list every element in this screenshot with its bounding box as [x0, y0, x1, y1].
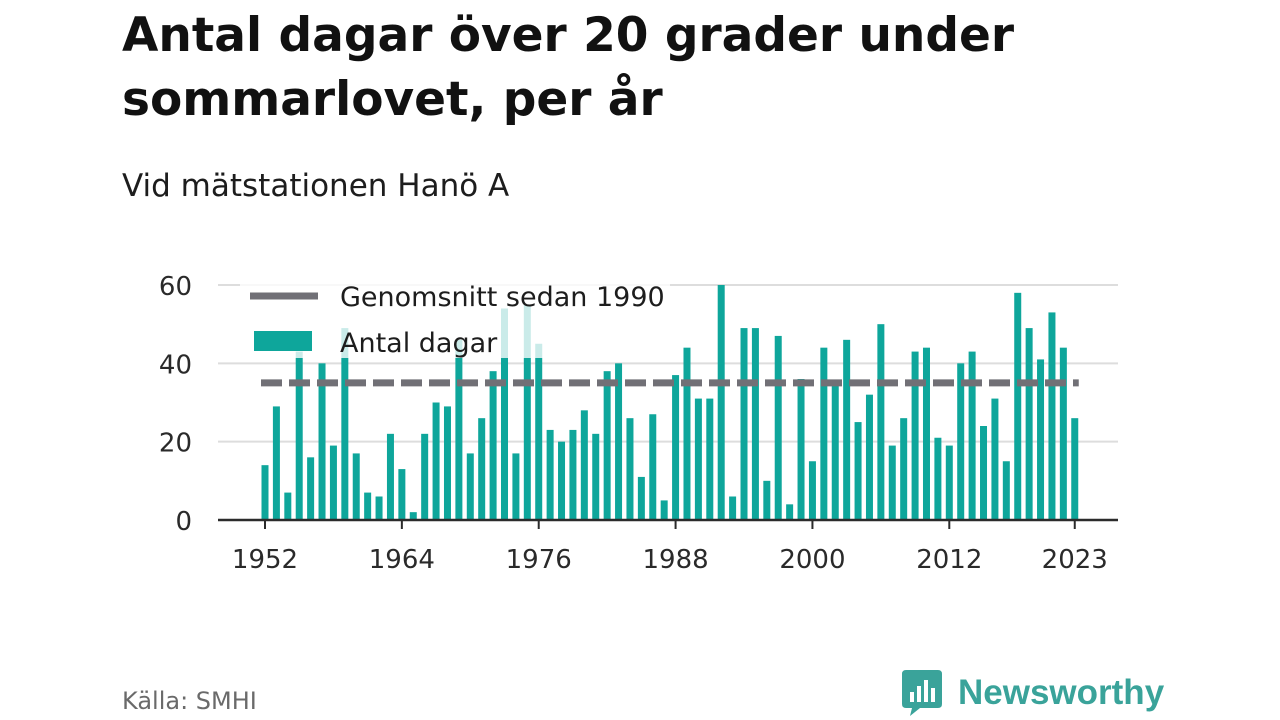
bar	[911, 351, 919, 520]
bar	[466, 453, 474, 520]
bar	[945, 445, 953, 520]
y-tick-label: 20	[159, 429, 192, 459]
bar	[364, 492, 372, 520]
bar	[1048, 312, 1056, 520]
bar	[1071, 418, 1079, 520]
bar	[774, 335, 782, 520]
bar	[660, 500, 668, 520]
y-tick-label: 60	[159, 272, 192, 302]
bar	[432, 402, 440, 520]
bar	[706, 398, 714, 520]
bar	[284, 492, 292, 520]
brand-logo: Newsworthy	[900, 666, 1164, 720]
x-tick-label: 1964	[369, 545, 435, 575]
bar	[307, 457, 315, 520]
bar	[261, 465, 269, 520]
x-tick-label: 2000	[779, 545, 845, 575]
bar	[615, 363, 623, 520]
bar	[386, 433, 394, 520]
bar	[751, 328, 759, 520]
bar	[489, 371, 497, 520]
bar	[409, 512, 417, 520]
chart-subtitle: Vid mätstationen Hanö A	[122, 168, 510, 204]
bar	[1025, 328, 1033, 520]
legend-label-bars: Antal dagar	[340, 328, 498, 359]
bar	[694, 398, 702, 520]
bar	[421, 433, 429, 520]
bar	[1059, 347, 1067, 520]
bar	[922, 347, 930, 520]
y-tick-label: 0	[175, 507, 192, 537]
bar	[272, 406, 280, 520]
bar	[455, 339, 463, 520]
bar	[375, 496, 383, 520]
bar	[535, 343, 543, 520]
brand-name: Newsworthy	[958, 673, 1165, 712]
bar	[991, 398, 999, 520]
bar	[740, 328, 748, 520]
bar	[877, 324, 885, 520]
x-tick-label: 2012	[916, 545, 982, 575]
bar	[592, 433, 600, 520]
bar	[808, 461, 816, 520]
bar	[888, 445, 896, 520]
bar	[729, 496, 737, 520]
bar	[443, 406, 451, 520]
bar	[1014, 292, 1022, 520]
bar	[786, 504, 794, 520]
chart-title: Antal dagar över 20 grader under sommarl…	[122, 8, 1015, 127]
bar	[763, 480, 771, 520]
bar	[934, 437, 942, 520]
bar	[797, 379, 805, 520]
y-tick-label: 40	[159, 350, 192, 380]
bar	[831, 382, 839, 520]
bar	[649, 414, 657, 520]
bar	[980, 426, 988, 520]
bar	[843, 339, 851, 520]
bar	[341, 328, 349, 520]
bar	[546, 429, 554, 520]
bar	[318, 363, 326, 520]
bar	[329, 445, 337, 520]
bar	[558, 441, 566, 520]
bar	[295, 351, 303, 520]
bar	[637, 476, 645, 520]
x-tick-label: 1952	[232, 545, 298, 575]
bar	[900, 418, 908, 520]
bar	[523, 304, 531, 520]
bar	[672, 375, 680, 520]
bar	[683, 347, 691, 520]
bar	[512, 453, 520, 520]
bar	[820, 347, 828, 520]
bar	[478, 418, 486, 520]
legend-swatch-bars	[254, 331, 312, 351]
x-tick-label: 2023	[1042, 545, 1108, 575]
bar-chart-speech-bubble-icon	[902, 670, 942, 716]
bar-chart: 0 20 40 60 1952 1964 1976 1988 2000 2012 2023 Genom…	[159, 272, 1118, 575]
legend-label-average: Genomsnitt sedan 1990	[340, 282, 665, 313]
bar	[603, 371, 611, 520]
bar	[854, 422, 862, 520]
bar	[626, 418, 634, 520]
x-tick-label: 1988	[642, 545, 708, 575]
bar	[352, 453, 360, 520]
bar	[957, 363, 965, 520]
bar	[1002, 461, 1010, 520]
bar	[1037, 359, 1045, 520]
source-note: Källa: SMHI	[122, 687, 257, 715]
bar	[398, 469, 406, 520]
bar	[569, 429, 577, 520]
bar	[501, 308, 509, 520]
bar	[717, 285, 725, 520]
bar	[968, 351, 976, 520]
bar	[580, 410, 588, 520]
bar	[865, 394, 873, 520]
x-tick-label: 1976	[506, 545, 572, 575]
